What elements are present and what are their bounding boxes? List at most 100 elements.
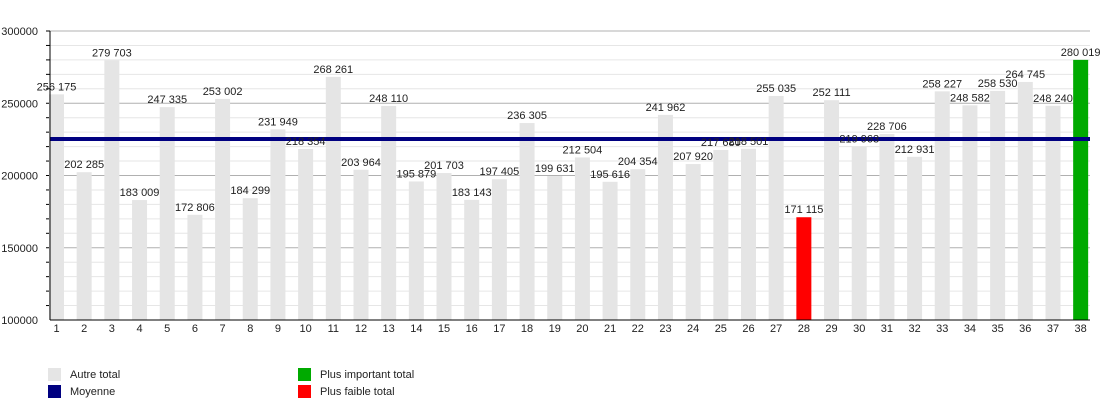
data-label: 236 305 xyxy=(507,110,547,122)
bar-1 xyxy=(49,94,64,321)
bar-21 xyxy=(602,181,618,320)
bar-31 xyxy=(879,134,895,320)
x-tick-label: 24 xyxy=(687,323,699,335)
x-tick-label: 25 xyxy=(715,323,727,335)
bar-2 xyxy=(76,172,92,320)
bar-6 xyxy=(187,214,203,320)
legend-label-max: Plus important total xyxy=(320,368,415,381)
bar-3 xyxy=(104,60,120,321)
x-tick-label: 32 xyxy=(908,323,920,335)
legend-item-mean: Moyenne xyxy=(48,385,115,398)
bar-14 xyxy=(408,181,424,320)
bar-35 xyxy=(990,90,1006,320)
y-tick-label: 100000 xyxy=(1,315,38,327)
data-label: 217 680 xyxy=(701,137,741,149)
bar-36 xyxy=(1017,81,1033,320)
bar-18 xyxy=(519,123,535,320)
bar-12 xyxy=(353,169,369,320)
data-label: 201 703 xyxy=(424,160,464,172)
x-tick-label: 23 xyxy=(659,323,671,335)
data-label: 280 019 xyxy=(1061,47,1101,59)
x-tick-label: 10 xyxy=(299,323,311,335)
bar-4 xyxy=(132,200,148,320)
x-tick-label: 36 xyxy=(1019,323,1031,335)
x-tick-label: 29 xyxy=(825,323,837,335)
bar-27 xyxy=(768,95,784,320)
y-tick-label: 300000 xyxy=(1,26,38,38)
data-label: 202 285 xyxy=(64,159,104,171)
bar-9 xyxy=(270,129,286,320)
data-label: 218 354 xyxy=(286,136,326,148)
bar-8 xyxy=(242,198,258,320)
data-label: 183 143 xyxy=(452,187,492,199)
bar-24 xyxy=(685,164,701,320)
x-tick-label: 30 xyxy=(853,323,865,335)
x-tick-label: 5 xyxy=(164,323,170,335)
data-label: 247 335 xyxy=(147,94,187,106)
legend-swatch-other xyxy=(48,368,61,381)
bar-16 xyxy=(464,199,480,320)
x-tick-label: 33 xyxy=(936,323,948,335)
x-tick-label: 4 xyxy=(136,323,142,335)
data-label: 241 962 xyxy=(646,102,686,114)
legend-item-other: Autre total xyxy=(48,368,120,381)
legend-swatch-min xyxy=(298,385,311,398)
x-tick-label: 38 xyxy=(1075,323,1087,335)
data-label: 203 964 xyxy=(341,157,381,169)
data-label: 255 035 xyxy=(756,83,796,95)
x-tick-label: 21 xyxy=(604,323,616,335)
data-label: 197 405 xyxy=(479,166,519,178)
bar-25 xyxy=(713,149,729,320)
x-tick-label: 11 xyxy=(328,323,339,335)
data-label: 199 631 xyxy=(535,163,575,175)
bar-11 xyxy=(325,76,341,320)
bar-5 xyxy=(159,107,175,320)
bar-32 xyxy=(907,156,923,320)
legend-label-other: Autre total xyxy=(70,368,121,381)
bar-26 xyxy=(741,148,756,320)
data-label: 258 227 xyxy=(922,78,962,90)
data-label: 248 582 xyxy=(950,92,990,104)
x-tick-label: 6 xyxy=(192,323,198,335)
x-tick-label: 1 xyxy=(53,323,59,335)
bar-38 xyxy=(1073,59,1089,320)
data-label: 248 240 xyxy=(1033,93,1073,105)
bar-34 xyxy=(962,105,978,320)
data-label: 184 299 xyxy=(230,185,270,197)
x-tick-label: 13 xyxy=(383,323,395,335)
x-tick-label: 37 xyxy=(1047,323,1059,335)
data-label: 204 354 xyxy=(618,156,658,168)
data-label: 258 530 xyxy=(978,78,1018,90)
data-label: 268 261 xyxy=(313,64,353,76)
x-tick-label: 17 xyxy=(493,323,505,335)
x-tick-label: 19 xyxy=(549,323,561,335)
x-tick-label: 34 xyxy=(964,323,976,335)
x-tick-label: 7 xyxy=(220,323,226,335)
legend-item-max: Plus important total xyxy=(298,368,414,381)
data-label: 207 920 xyxy=(673,151,713,163)
bar-13 xyxy=(381,105,397,320)
bar-22 xyxy=(630,169,646,320)
x-tick-label: 15 xyxy=(438,323,450,335)
bar-28 xyxy=(796,217,812,320)
x-tick-label: 9 xyxy=(275,323,281,335)
data-label: 253 002 xyxy=(203,86,243,98)
data-label: 212 931 xyxy=(895,144,935,156)
x-tick-label: 14 xyxy=(410,323,422,335)
data-label: 171 115 xyxy=(784,204,823,216)
data-label: 218 501 xyxy=(729,136,769,148)
x-tick-label: 35 xyxy=(991,323,1003,335)
x-tick-label: 28 xyxy=(798,323,810,335)
data-label: 195 879 xyxy=(396,168,436,180)
y-tick-label: 250000 xyxy=(1,98,38,110)
bar-23 xyxy=(657,114,673,321)
data-label: 231 949 xyxy=(258,116,298,128)
bar-30 xyxy=(851,146,867,320)
legend-item-min: Plus faible total xyxy=(298,385,395,398)
x-tick-label: 12 xyxy=(355,323,367,335)
x-tick-label: 18 xyxy=(521,323,533,335)
legend-label-mean: Moyenne xyxy=(70,385,116,398)
data-label: 172 806 xyxy=(175,202,215,214)
legend-swatch-max xyxy=(298,368,311,381)
